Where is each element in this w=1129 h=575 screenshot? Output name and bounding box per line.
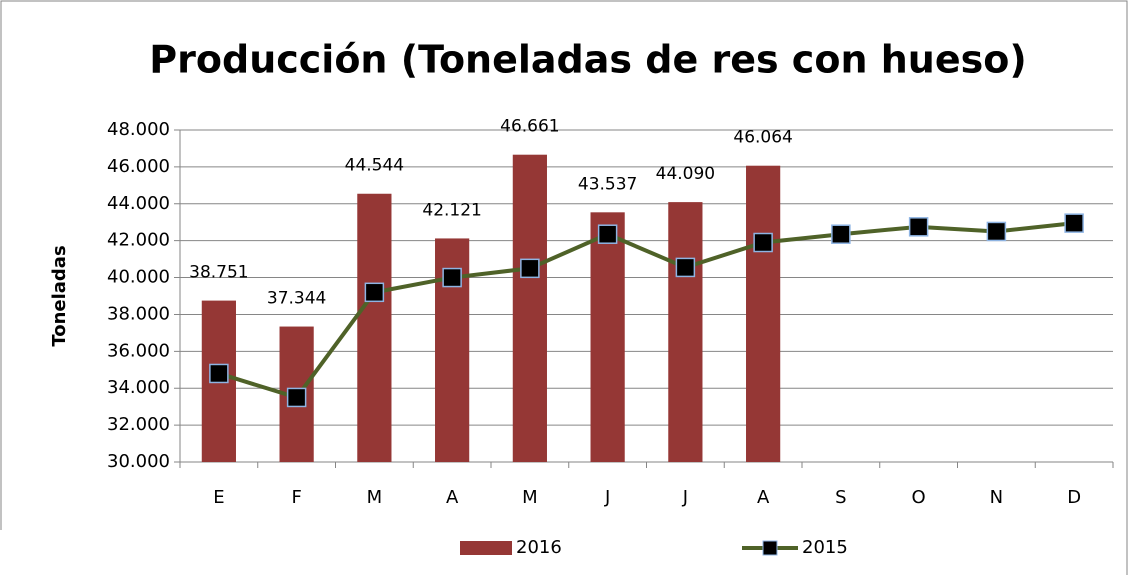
data-label: 42.121 <box>422 200 481 220</box>
data-label: 44.544 <box>345 156 404 176</box>
marker <box>597 224 618 244</box>
x-tick-label: O <box>912 487 926 508</box>
x-tick-label: E <box>213 487 224 508</box>
data-label: 46.661 <box>500 117 559 137</box>
y-axis-label: Toneladas <box>49 245 70 346</box>
marker <box>1064 213 1084 233</box>
data-label: 43.537 <box>578 174 637 194</box>
x-tick-label: F <box>291 487 301 508</box>
x-tick-label: M <box>522 487 538 508</box>
x-tick-label: N <box>990 487 1003 508</box>
data-label: 38.751 <box>189 263 248 283</box>
x-tick-label: D <box>1067 487 1081 508</box>
bar <box>746 165 781 463</box>
x-tick-label: J <box>604 487 610 508</box>
legend-label: 2016 <box>516 537 562 558</box>
data-label: 44.090 <box>656 164 715 184</box>
x-tick-label: J <box>682 487 688 508</box>
x-tick-label: M <box>367 487 383 508</box>
y-tick-label: 46.000 <box>107 156 170 177</box>
y-tick-label: 32.000 <box>107 414 170 435</box>
marker <box>675 257 696 278</box>
data-label: 46.064 <box>733 128 792 148</box>
legend-marker <box>762 540 778 556</box>
x-tick-label: S <box>835 487 846 508</box>
y-tick-label: 34.000 <box>107 377 170 398</box>
bar <box>590 212 625 462</box>
marker <box>753 232 773 253</box>
marker <box>364 282 385 303</box>
marker <box>520 258 540 279</box>
legend-swatch <box>460 541 512 555</box>
bar <box>668 202 703 462</box>
x-tick-label: A <box>446 487 459 508</box>
y-tick-label: 36.000 <box>107 340 170 361</box>
bar <box>357 193 392 462</box>
legend-label: 2015 <box>802 537 848 558</box>
y-tick-label: 30.000 <box>107 451 170 472</box>
marker <box>831 224 851 244</box>
y-tick-label: 38.000 <box>107 303 170 324</box>
y-tick-label: 48.000 <box>107 119 170 140</box>
y-tick-label: 40.000 <box>107 267 170 288</box>
y-tick-label: 44.000 <box>107 193 170 214</box>
marker <box>442 267 462 288</box>
data-label: 37.344 <box>267 289 326 309</box>
marker <box>986 221 1007 242</box>
marker <box>209 363 229 384</box>
x-tick-label: A <box>757 487 770 508</box>
line <box>218 221 1075 400</box>
marker <box>908 217 929 237</box>
bar <box>512 154 547 462</box>
chart-title: Producción (Toneladas de res con hueso) <box>149 38 1026 82</box>
y-tick-label: 42.000 <box>107 230 170 251</box>
marker <box>286 387 307 408</box>
